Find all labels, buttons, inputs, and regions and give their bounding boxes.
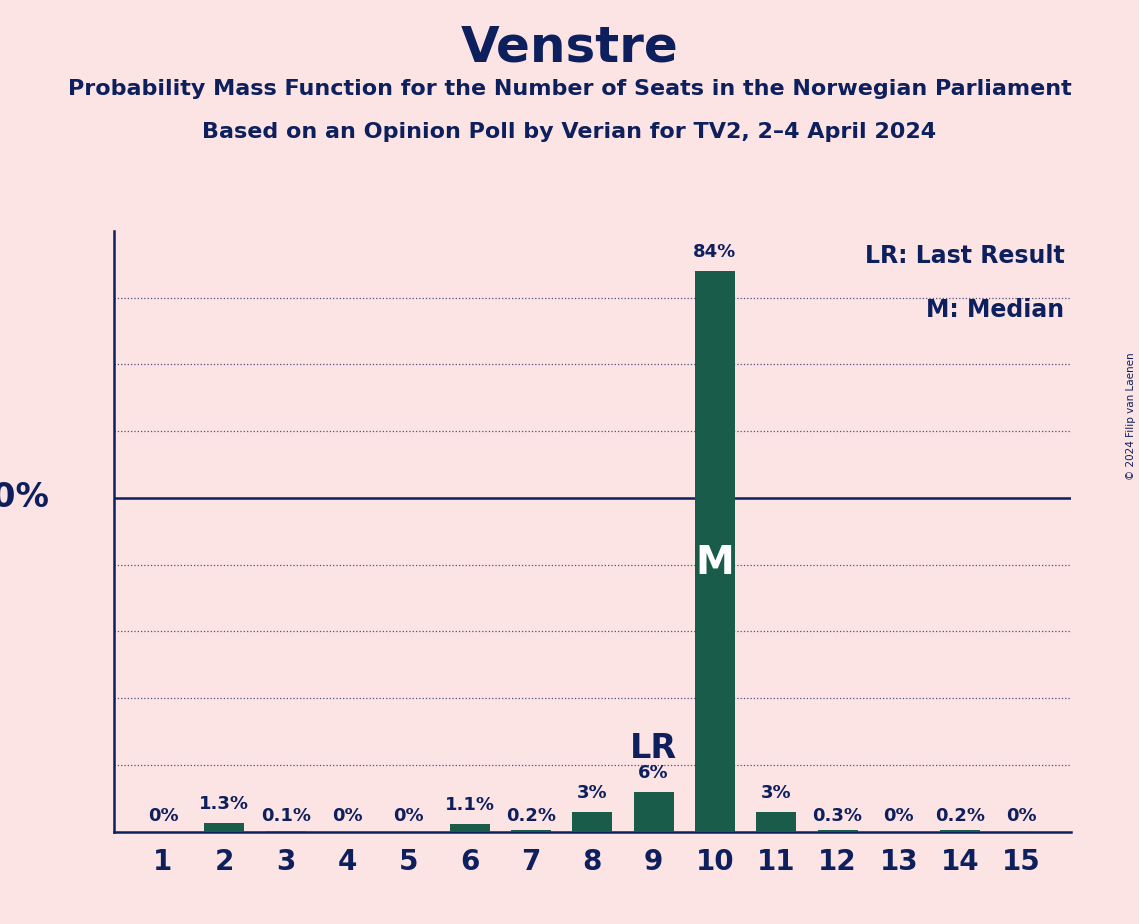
Text: LR: LR	[630, 732, 678, 765]
Text: 3%: 3%	[577, 784, 607, 801]
Bar	[695, 271, 735, 832]
Text: 0.2%: 0.2%	[935, 807, 985, 825]
Bar	[450, 824, 490, 832]
Bar	[204, 823, 244, 832]
Bar	[818, 830, 858, 832]
Text: 0%: 0%	[148, 807, 179, 825]
Text: 50%: 50%	[0, 481, 49, 515]
Text: Venstre: Venstre	[460, 23, 679, 71]
Text: 0%: 0%	[393, 807, 424, 825]
Text: 1.1%: 1.1%	[444, 796, 494, 814]
Text: M: Median: M: Median	[926, 298, 1065, 322]
Bar	[572, 811, 613, 832]
Bar	[633, 792, 673, 832]
Text: 6%: 6%	[638, 763, 669, 782]
Text: 3%: 3%	[761, 784, 792, 801]
Text: 84%: 84%	[694, 243, 737, 261]
Text: M: M	[696, 543, 735, 581]
Text: 1.3%: 1.3%	[199, 795, 249, 813]
Text: 0%: 0%	[331, 807, 362, 825]
Text: 0.1%: 0.1%	[261, 807, 311, 825]
Text: 0%: 0%	[1006, 807, 1036, 825]
Bar	[511, 831, 551, 832]
Text: Probability Mass Function for the Number of Seats in the Norwegian Parliament: Probability Mass Function for the Number…	[67, 79, 1072, 99]
Text: Based on an Opinion Poll by Verian for TV2, 2–4 April 2024: Based on an Opinion Poll by Verian for T…	[203, 122, 936, 142]
Text: 0%: 0%	[884, 807, 915, 825]
Text: LR: Last Result: LR: Last Result	[865, 244, 1065, 268]
Text: 0.2%: 0.2%	[506, 807, 556, 825]
Bar	[941, 831, 981, 832]
Text: © 2024 Filip van Laenen: © 2024 Filip van Laenen	[1126, 352, 1136, 480]
Text: 0.3%: 0.3%	[812, 807, 862, 825]
Bar	[756, 811, 796, 832]
